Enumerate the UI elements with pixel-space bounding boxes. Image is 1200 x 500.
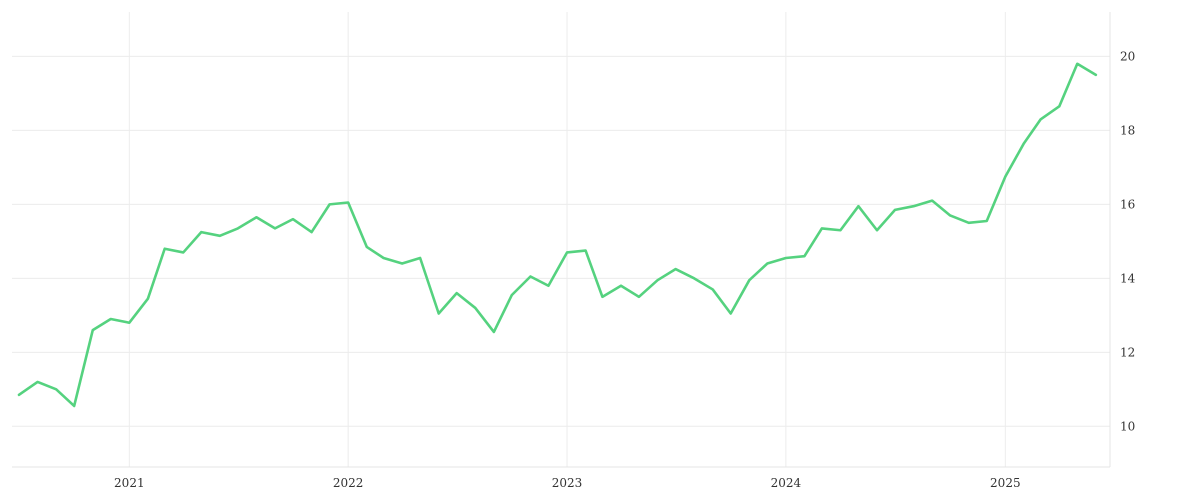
y-tick-label: 10 — [1120, 419, 1135, 433]
y-axis-ticks: 10 12 14 16 18 20 — [1120, 49, 1136, 433]
series-line — [17, 62, 1098, 408]
grid — [12, 12, 1110, 467]
x-tick-label: 2022 — [333, 476, 364, 490]
y-tick-label: 18 — [1120, 123, 1135, 137]
x-tick-label: 2023 — [552, 476, 583, 490]
y-tick-label: 12 — [1120, 345, 1135, 359]
y-tick-label: 20 — [1120, 49, 1135, 63]
x-tick-label: 2025 — [990, 476, 1021, 490]
y-tick-label: 16 — [1120, 197, 1135, 211]
series-layer — [17, 62, 1098, 408]
y-tick-label: 14 — [1120, 271, 1136, 285]
x-tick-label: 2021 — [114, 476, 145, 490]
x-axis-ticks: 2021 2022 2023 2024 2025 — [114, 476, 1021, 490]
x-tick-label: 2024 — [771, 476, 802, 490]
